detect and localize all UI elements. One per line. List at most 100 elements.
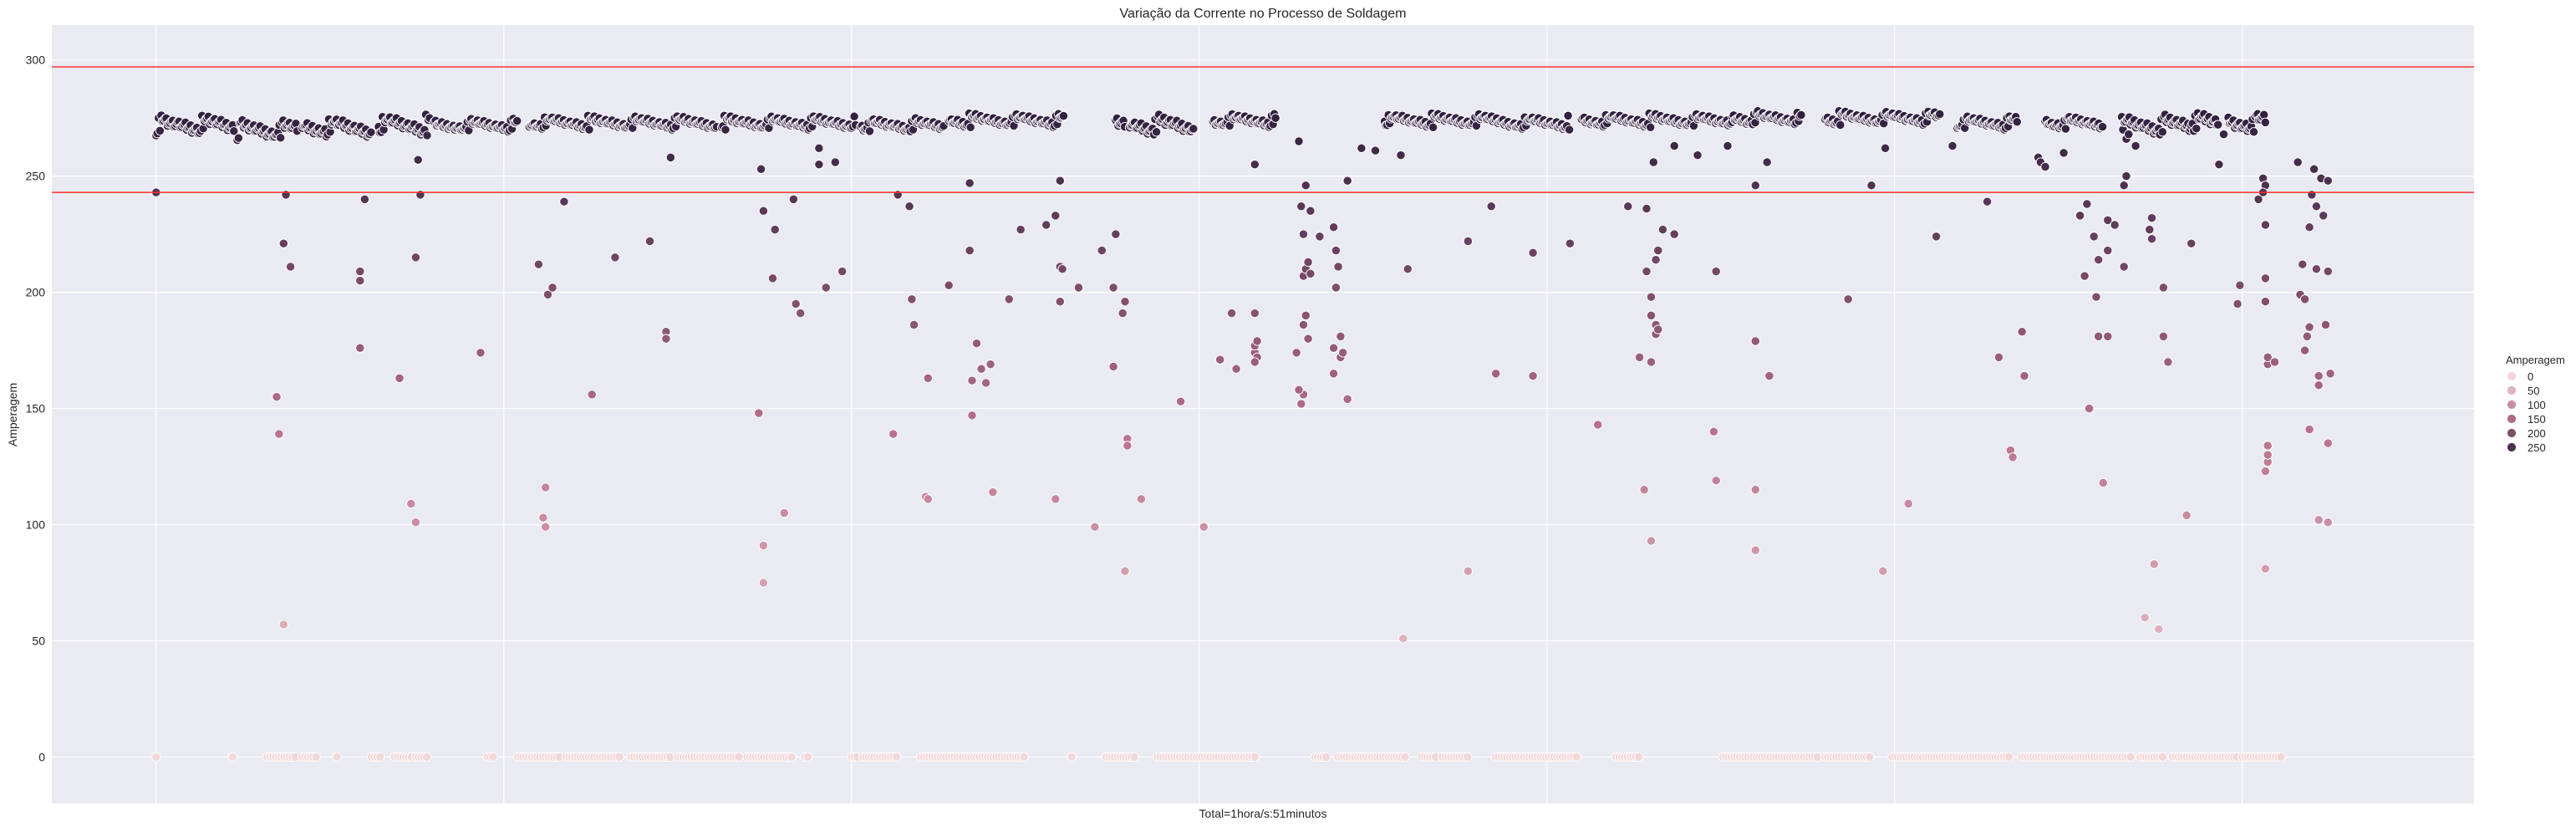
data-point (355, 266, 365, 277)
data-point (1931, 232, 1942, 242)
data-point (2276, 752, 2286, 762)
data-point (1298, 229, 1309, 239)
data-point (1055, 297, 1065, 307)
data-point (661, 334, 671, 344)
data-point (2323, 266, 2333, 277)
data-point (1019, 752, 1029, 762)
data-point (758, 578, 769, 588)
data-point (1865, 752, 1875, 762)
data-point (923, 494, 933, 504)
data-point (1669, 140, 1679, 151)
legend-label: 150 (2528, 413, 2546, 426)
data-point (2158, 283, 2169, 293)
data-point (2314, 515, 2324, 525)
data-point (1657, 224, 1668, 235)
data-point (1041, 220, 1051, 230)
data-point (2082, 199, 2092, 209)
data-point (1328, 369, 1339, 379)
y-tick-label: 150 (26, 402, 46, 416)
data-point (1016, 224, 1026, 235)
data-point (1342, 394, 1352, 405)
data-point (1296, 201, 1306, 212)
data-point (2181, 510, 2192, 521)
data-point (1250, 308, 1260, 319)
legend-marker (2507, 428, 2517, 438)
data-point (787, 752, 797, 762)
data-point (2080, 271, 2090, 281)
data-point (2017, 327, 2027, 337)
data-point (967, 375, 977, 385)
data-point (1136, 494, 1147, 504)
y-axis-label: Amperagem (6, 383, 19, 446)
data-point (1646, 536, 1657, 546)
data-point (1298, 319, 1309, 330)
data-point (2098, 477, 2108, 488)
data-point (1294, 136, 1304, 146)
data-point (422, 752, 432, 762)
data-point (1880, 143, 1891, 153)
data-point (1669, 229, 1679, 239)
data-point (1331, 283, 1341, 293)
legend-marker (2507, 442, 2517, 452)
data-point (1294, 385, 1304, 395)
data-point (285, 262, 296, 272)
data-point (1108, 361, 1118, 372)
data-point (410, 252, 421, 263)
data-point (1331, 245, 1341, 256)
data-point (2311, 201, 2322, 212)
data-point (2253, 194, 2263, 205)
data-point (1004, 294, 1014, 304)
data-point (909, 319, 919, 330)
data-point (1642, 266, 1652, 277)
data-point (2094, 255, 2104, 265)
data-point (888, 429, 899, 439)
data-point (533, 259, 544, 269)
data-point (1593, 420, 1603, 430)
data-point (559, 196, 569, 206)
data-point (1396, 150, 1406, 161)
data-point (1723, 140, 1733, 151)
data-point (965, 245, 975, 256)
data-point (2263, 450, 2273, 460)
data-point (814, 143, 824, 153)
data-point (1111, 229, 1121, 239)
data-point (1328, 343, 1339, 353)
y-tick-label: 50 (32, 634, 45, 647)
data-point (2325, 369, 2335, 379)
legend-label: 50 (2528, 385, 2539, 397)
data-point (2094, 331, 2104, 342)
data-point (406, 498, 416, 509)
data-point (584, 125, 594, 135)
plot-area (52, 25, 2474, 803)
data-point (893, 190, 903, 200)
data-point (2060, 124, 2071, 134)
data-point (2119, 262, 2129, 272)
data-point (155, 125, 165, 136)
data-point (2019, 370, 2029, 381)
data-point (1315, 232, 1325, 242)
data-point (2259, 110, 2269, 120)
data-point (791, 298, 801, 309)
data-point (988, 487, 998, 497)
data-point (541, 522, 551, 532)
data-point (1058, 110, 1069, 121)
data-point (2084, 403, 2095, 414)
data-point (512, 115, 522, 126)
data-point (2157, 127, 2167, 137)
data-point (1073, 283, 1084, 293)
data-point (2260, 297, 2271, 307)
data-point (2314, 370, 2324, 381)
data-point (802, 752, 813, 762)
data-point (2158, 331, 2169, 342)
chart-title: Variação da Corrente no Processo de Sold… (1119, 7, 1406, 21)
data-point (2154, 624, 2164, 635)
data-point (944, 280, 954, 290)
data-point (1486, 201, 1496, 212)
data-point (2299, 294, 2310, 304)
data-point (538, 512, 548, 523)
data-point (2218, 129, 2229, 140)
data-point (830, 157, 840, 167)
data-point (2121, 171, 2131, 181)
data-point (1051, 211, 1061, 221)
data-point (2149, 559, 2159, 569)
